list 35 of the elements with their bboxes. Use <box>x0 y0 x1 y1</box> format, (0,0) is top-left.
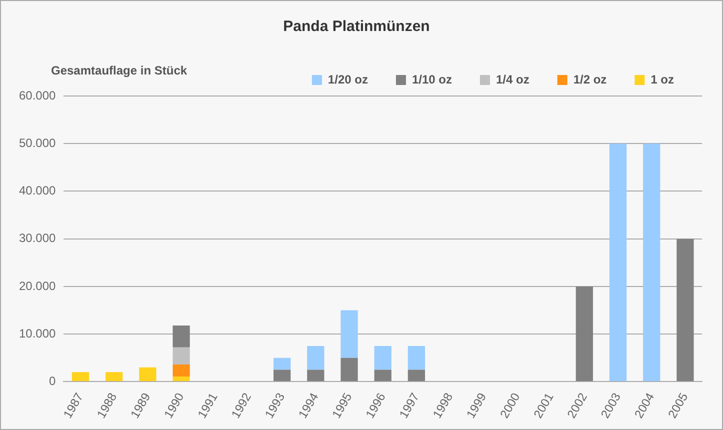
y-tick-label: 0 <box>49 374 56 388</box>
y-tick-label: 40.000 <box>19 184 56 198</box>
bar <box>609 144 627 382</box>
y-tick-label: 10.000 <box>19 326 56 340</box>
bar <box>307 346 324 370</box>
y-tick-label: 30.000 <box>19 231 56 246</box>
bar <box>676 238 694 382</box>
bar <box>172 325 190 348</box>
bar <box>643 144 660 382</box>
legend-label: 1/2 oz <box>573 72 607 86</box>
bar <box>172 347 190 365</box>
y-axis-title: Gesamtauflage in Stück <box>51 63 188 78</box>
y-tick-label: 50.000 <box>19 136 56 150</box>
legend-label: 1 oz <box>650 72 674 86</box>
bar <box>340 310 358 358</box>
legend-label: 1/4 oz <box>496 72 530 86</box>
bar <box>172 364 190 376</box>
bar <box>106 372 123 382</box>
bar <box>340 358 358 382</box>
legend-label: 1/20 oz <box>328 72 368 86</box>
bar <box>172 376 190 382</box>
legend-label: 1/10 oz <box>412 72 452 86</box>
bar <box>408 370 426 382</box>
y-tick-label: 20.000 <box>19 278 56 293</box>
bar <box>274 370 291 382</box>
bar <box>139 367 156 382</box>
bar <box>576 286 593 382</box>
chart-title: Panda Platinmünzen <box>283 18 430 36</box>
bar <box>374 370 392 382</box>
y-tick-label: 60.000 <box>19 88 56 102</box>
bar <box>307 370 324 382</box>
bar <box>274 358 291 370</box>
bar <box>374 346 392 370</box>
bar <box>408 346 426 370</box>
bar <box>72 372 90 382</box>
